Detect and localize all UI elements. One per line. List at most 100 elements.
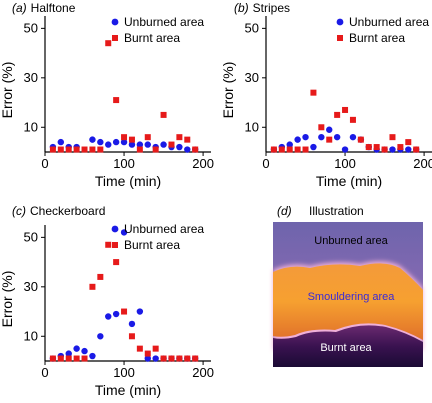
x-tick-label: 200: [192, 156, 214, 171]
data-point-unburned: [136, 308, 144, 315]
unburned-area-label: Unburned area: [314, 235, 388, 247]
data-point-burnt: [334, 111, 341, 118]
legend-label: Unburned area: [349, 15, 429, 29]
data-point-unburned: [128, 320, 136, 328]
data-point-burnt: [105, 241, 112, 248]
illustration-heading: (d) Illustration: [277, 204, 364, 218]
data-point-burnt: [184, 355, 191, 362]
data-point-burnt: [113, 259, 120, 266]
data-point-burnt: [73, 355, 80, 362]
y-tick-label: 50: [24, 20, 38, 35]
x-axis-label: Time (min): [95, 382, 161, 398]
legend-marker-burnt: [337, 35, 343, 41]
data-point-burnt: [105, 40, 112, 47]
data-point-unburned: [294, 136, 301, 143]
legend-label: Burnt area: [124, 238, 180, 252]
illustration-panel: (d) Illustration U: [273, 204, 423, 367]
data-point-burnt: [349, 116, 356, 123]
chart-letter: (b): [234, 1, 249, 15]
chart-title: (c) Checkerboard: [12, 204, 105, 218]
data-point-unburned: [97, 333, 104, 340]
data-point-unburned: [89, 136, 96, 143]
data-point-unburned: [81, 347, 88, 355]
data-point-burnt: [113, 97, 120, 104]
burnt-region: [273, 325, 423, 367]
data-point-burnt: [381, 146, 388, 153]
data-point-burnt: [81, 146, 88, 153]
data-point-unburned: [349, 133, 357, 141]
y-axis-label: Error (%): [0, 62, 15, 119]
data-point-burnt: [160, 111, 167, 118]
data-point-burnt: [73, 146, 80, 153]
data-point-burnt: [65, 355, 72, 362]
data-point-burnt: [97, 146, 104, 153]
data-point-unburned: [97, 138, 104, 146]
data-point-unburned: [89, 352, 96, 360]
x-tick-label: 0: [41, 156, 48, 171]
data-point-unburned: [152, 355, 159, 362]
data-point-burnt: [81, 355, 88, 362]
data-point-burnt: [302, 146, 309, 153]
chart-title: (b) Stripes: [234, 1, 290, 15]
data-point-unburned: [136, 141, 144, 148]
data-point-unburned: [302, 133, 309, 141]
x-tick-label: 100: [113, 365, 135, 380]
data-point-burnt: [136, 345, 143, 352]
legend-marker-burnt: [112, 242, 118, 248]
data-point-unburned: [286, 141, 293, 148]
data-point-unburned: [144, 141, 151, 148]
legend-label: Burnt area: [349, 31, 405, 45]
data-point-burnt: [192, 146, 199, 153]
data-point-burnt: [168, 141, 175, 148]
data-point-unburned: [120, 229, 128, 236]
data-point-burnt: [413, 146, 420, 153]
x-tick-label: 100: [113, 156, 135, 171]
data-point-unburned: [65, 350, 72, 357]
data-point-unburned: [105, 313, 112, 320]
data-point-burnt: [184, 136, 191, 143]
data-point-burnt: [49, 146, 56, 153]
y-axis-label: Error (%): [0, 271, 15, 328]
data-point-burnt: [152, 345, 159, 352]
data-point-burnt: [65, 146, 72, 153]
legend-marker-unburned: [111, 18, 119, 26]
data-point-burnt: [176, 355, 183, 362]
data-point-burnt: [57, 355, 64, 362]
data-point-burnt: [97, 273, 104, 280]
y-tick-label: 10: [245, 119, 259, 134]
data-point-unburned: [318, 133, 325, 141]
data-point-burnt: [144, 134, 151, 141]
chart-panel: (a) Halftone 0 100 200 10 30 50 Time (min) Error …: [0, 1, 214, 189]
data-point-burnt: [278, 146, 285, 153]
legend-marker-unburned: [111, 225, 119, 233]
data-point-unburned: [112, 138, 120, 146]
chart-panel: (b) Stripes 0 100 200 10 30 50 Time (min) Error (…: [220, 1, 432, 189]
data-point-unburned: [57, 138, 65, 146]
data-point-burnt: [373, 144, 380, 151]
y-tick-label: 30: [24, 70, 38, 85]
x-axis-label: Time (min): [95, 173, 161, 189]
data-point-burnt: [176, 134, 183, 141]
burnt-area-label: Burnt area: [320, 342, 372, 354]
data-point-burnt: [310, 89, 317, 96]
data-point-burnt: [144, 350, 151, 357]
smouldering-area-label: Smouldering area: [308, 291, 396, 303]
data-point-unburned: [389, 146, 396, 153]
data-point-unburned: [184, 146, 191, 153]
data-point-burnt: [286, 146, 293, 153]
chart-letter: (a): [12, 1, 27, 15]
illustration-letter: (d): [277, 204, 292, 218]
data-point-burnt: [89, 283, 96, 290]
data-point-burnt: [342, 106, 349, 113]
x-tick-label: 100: [334, 156, 356, 171]
data-point-burnt: [397, 144, 404, 151]
data-point-unburned: [73, 345, 80, 352]
data-point-unburned: [105, 141, 112, 148]
y-tick-label: 10: [24, 119, 38, 134]
data-point-burnt: [152, 146, 159, 153]
data-point-burnt: [405, 139, 412, 146]
data-point-unburned: [120, 138, 128, 146]
chart-title-text: Checkerboard: [30, 204, 105, 218]
